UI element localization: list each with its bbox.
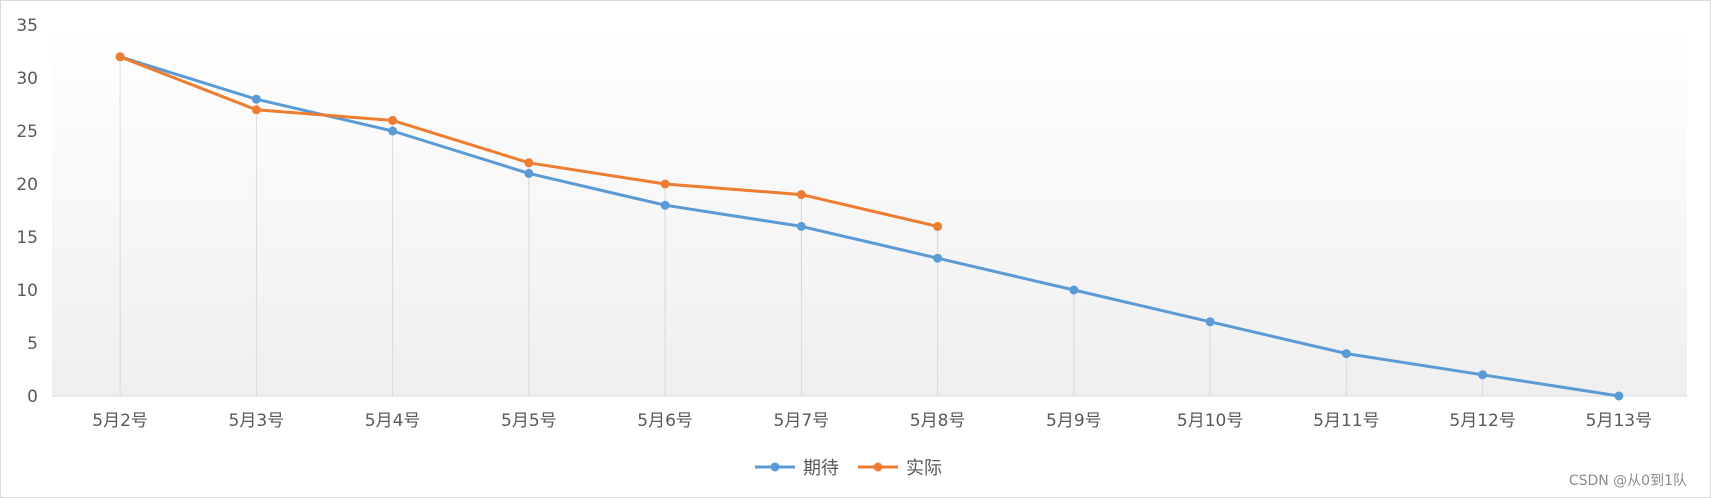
x-tick-label: 5月12号 xyxy=(1449,411,1515,431)
data-point xyxy=(1341,349,1351,359)
legend-swatch-marker xyxy=(770,462,780,472)
x-tick-label: 5月5号 xyxy=(501,411,557,431)
y-axis-ticks: 0 5 10 15 20 25 30 35 xyxy=(16,16,38,407)
legend-swatch-marker xyxy=(873,462,883,472)
legend-label: 期待 xyxy=(803,458,839,479)
y-tick-label: 15 xyxy=(16,228,38,248)
data-point xyxy=(1069,285,1079,295)
x-axis-ticks: 5月2号 5月3号 5月4号 5月5号 5月6号 5月7号 5月8号 5月9号 5月10号 5月1… xyxy=(92,411,1652,431)
x-tick-label: 5月6号 xyxy=(637,411,693,431)
data-point xyxy=(524,158,534,168)
y-tick-label: 5 xyxy=(27,334,38,354)
data-point xyxy=(388,126,398,136)
x-tick-label: 5月9号 xyxy=(1046,411,1102,431)
data-point xyxy=(1478,370,1488,380)
data-point xyxy=(933,253,943,263)
data-point xyxy=(796,221,806,231)
series-group xyxy=(115,52,1624,401)
data-point xyxy=(1205,317,1215,327)
x-tick-label: 5月11号 xyxy=(1313,411,1379,431)
y-tick-label: 35 xyxy=(16,16,38,36)
data-point xyxy=(251,105,261,115)
watermark: CSDN @从0到1队 xyxy=(1568,473,1687,489)
data-point xyxy=(660,200,670,210)
x-tick-label: 5月8号 xyxy=(910,411,966,431)
x-tick-label: 5月10号 xyxy=(1177,411,1243,431)
x-tick-label: 5月7号 xyxy=(774,411,830,431)
legend-label: 实际 xyxy=(906,458,942,479)
x-tick-label: 5月4号 xyxy=(365,411,421,431)
data-point xyxy=(251,94,261,104)
data-point xyxy=(796,190,806,200)
x-tick-label: 5月13号 xyxy=(1586,411,1652,431)
data-point xyxy=(524,168,534,178)
series-line-1 xyxy=(118,55,1621,398)
y-tick-label: 25 xyxy=(16,122,38,142)
legend: 期待 实际 xyxy=(755,458,942,479)
x-tick-label: 5月3号 xyxy=(229,411,285,431)
data-point xyxy=(933,221,943,231)
y-tick-label: 10 xyxy=(16,281,38,301)
x-tick-label: 5月2号 xyxy=(92,411,148,431)
data-point xyxy=(1614,391,1624,401)
data-point xyxy=(388,115,398,125)
y-tick-label: 30 xyxy=(16,69,38,89)
y-tick-label: 20 xyxy=(16,175,38,195)
data-point xyxy=(115,52,125,62)
y-tick-label: 0 xyxy=(27,387,38,407)
data-point xyxy=(660,179,670,189)
